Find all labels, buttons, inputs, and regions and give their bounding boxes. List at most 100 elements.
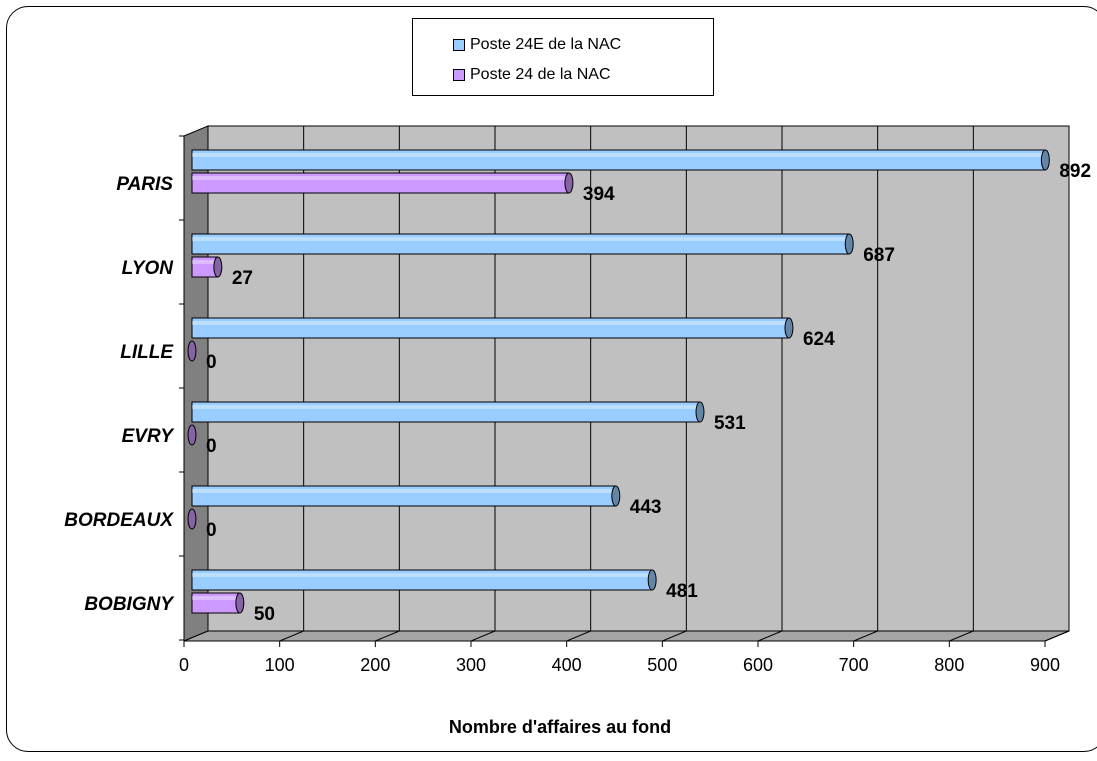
legend-item-series-1: Poste 24E de la NAC: [453, 33, 621, 57]
bar-series-1-cap-shade: [648, 570, 657, 590]
gridline-floor: [757, 630, 783, 642]
plot-side-wall: [183, 125, 209, 642]
chart-frame: [6, 6, 1097, 752]
category-label: PARIS: [116, 174, 173, 195]
bar-series-2: [191, 592, 245, 614]
bar-series-2-highlight: [192, 260, 218, 264]
bar-series-2-cap: [187, 424, 197, 446]
bar-series-1-highlight: [192, 153, 1046, 157]
bar-series-2: [191, 256, 223, 278]
bar-series-2-cap: [187, 340, 197, 362]
data-label: 624: [803, 329, 835, 350]
bar-series-2: [191, 172, 574, 194]
bar-series-2-cap-shade: [188, 425, 196, 445]
bar-series-1-highlight: [192, 573, 653, 577]
bar-series-2-highlight: [192, 176, 569, 180]
bar-series-1-cap-shade: [845, 234, 854, 254]
data-label: 0: [206, 352, 217, 373]
bar-series-1: [191, 401, 705, 423]
bar-series-2-cap-shade: [564, 173, 573, 193]
x-tick-label: 600: [743, 655, 773, 675]
bar-series-1: [191, 317, 794, 339]
bar-series-2: [187, 508, 197, 530]
bar-series-1-highlight: [192, 321, 789, 325]
gridline-floor: [470, 630, 496, 642]
gridline-floor: [662, 630, 687, 642]
x-tick-label: 0: [179, 655, 189, 675]
labels: PARIS 892 394 LYON 687 27 LILLE 624 0 EVRY 531 0 BOR…: [64, 161, 1091, 625]
data-label: 0: [206, 436, 217, 457]
category-label: BORDEAUX: [64, 510, 174, 531]
bar-series-1-cap-shade: [1041, 150, 1050, 170]
bar-series-1-cap: [1040, 149, 1050, 171]
gridline-floor: [566, 630, 591, 642]
gridline-floor: [853, 630, 878, 642]
data-label: 892: [1059, 161, 1091, 182]
bar-series-2-cap: [187, 508, 197, 530]
bar-series-2-cap: [564, 172, 574, 194]
x-tick-label: 900: [1030, 655, 1060, 675]
bar-series-1: [191, 233, 854, 255]
bar-series-1-cap: [784, 317, 794, 339]
data-label: 481: [666, 581, 698, 602]
bar-series-1-cap: [695, 401, 705, 423]
bar-series-1: [191, 149, 1050, 171]
category-label: BOBIGNY: [84, 594, 175, 615]
legend: Poste 24E de la NAC Poste 24 de la NAC: [412, 18, 714, 96]
x-tick-label: 500: [647, 655, 677, 675]
category-label: EVRY: [122, 426, 176, 447]
plot-back-wall: [207, 125, 1070, 632]
bar-series-1-cap: [844, 233, 854, 255]
x-tick-label: 200: [360, 655, 390, 675]
legend-item-series-2: Poste 24 de la NAC: [453, 63, 611, 87]
gridline-floor: [1044, 630, 1070, 642]
bar-series-2: [187, 424, 197, 446]
data-label: 531: [714, 413, 746, 434]
bar-series-1-cap-shade: [695, 402, 704, 422]
bars: [187, 149, 1050, 614]
x-tick-label: 400: [552, 655, 582, 675]
bar-series-1-cap-shade: [611, 486, 620, 506]
data-label: 687: [863, 245, 895, 266]
gridline-floor: [375, 630, 400, 642]
data-label: 50: [254, 604, 275, 625]
category-label: LYON: [122, 258, 175, 279]
plot-area: [183, 125, 1070, 642]
legend-swatch-series-1: [453, 39, 465, 51]
gridline-floor: [949, 630, 974, 642]
data-label: 0: [206, 520, 217, 541]
bar-series-1-cap: [647, 569, 657, 591]
legend-label-series-1: Poste 24E de la NAC: [470, 36, 622, 53]
bar-series-2-cap-shade: [188, 509, 196, 529]
x-tick-label: 800: [934, 655, 964, 675]
bar-series-2-cap-shade: [213, 257, 222, 277]
category-label: LILLE: [120, 342, 174, 363]
data-label: 443: [630, 497, 662, 518]
axis: 0 100 200 300 400 500 600 700 800 900: [179, 135, 1060, 675]
bar-series-1: [191, 569, 657, 591]
bar-series-2-highlight: [192, 596, 240, 600]
plot-floor: [183, 630, 1070, 642]
x-axis-title: Nombre d'affaires au fond: [449, 717, 671, 737]
bar-series-1-cap-shade: [784, 318, 793, 338]
bar-series-2-cap-shade: [235, 593, 244, 613]
bar-series-1-highlight: [192, 405, 700, 409]
x-tick-label: 300: [456, 655, 486, 675]
data-label: 27: [232, 268, 253, 289]
bar-series-1-highlight: [192, 237, 850, 241]
gridline-floor: [279, 630, 304, 642]
bar-series-1-highlight: [192, 489, 616, 493]
legend-swatch-series-2: [453, 69, 465, 81]
bar-series-2-cap: [235, 592, 245, 614]
legend-label-series-2: Poste 24 de la NAC: [470, 66, 611, 83]
bar-series-2-cap-shade: [188, 341, 196, 361]
gridlines: [279, 126, 1070, 642]
bar-series-2-cap: [213, 256, 223, 278]
bar-series-2: [187, 340, 197, 362]
data-label: 394: [583, 184, 615, 205]
x-tick-label: 100: [265, 655, 295, 675]
bar-series-1-cap: [611, 485, 621, 507]
x-tick-label: 700: [839, 655, 869, 675]
bar-series-1: [191, 485, 621, 507]
